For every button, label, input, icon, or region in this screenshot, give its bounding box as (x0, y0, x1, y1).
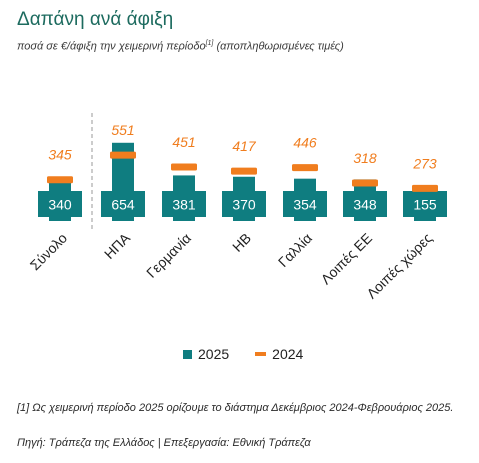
category-label: Γερμανία (143, 230, 194, 281)
source-note: Πηγή: Τράπεζα της Ελλάδος | Επεξεργασία:… (17, 437, 311, 449)
category-label: Γαλλία (275, 230, 315, 270)
legend-swatch-2024 (255, 352, 267, 356)
marker-2024 (352, 179, 378, 187)
data-label-2025: 654 (111, 197, 135, 213)
legend-label-2024: 2024 (272, 346, 304, 362)
data-label-2024: 446 (293, 135, 317, 151)
data-label-2025: 155 (413, 197, 437, 213)
legend-label-2025: 2025 (198, 346, 230, 362)
subtitle-text: ποσά σε €/άφιξη την χειμερινή περίοδο (17, 40, 206, 53)
data-label-2025: 370 (232, 197, 256, 213)
category-label: Λοιπές ΕΕ (318, 230, 376, 288)
data-label-2025: 340 (48, 197, 72, 213)
marker-2024 (110, 151, 136, 159)
marker-2024 (171, 163, 197, 171)
category-label: Σύνολο (27, 230, 71, 274)
chart-subtitle: ποσά σε €/άφιξη την χειμερινή περίοδο[1]… (17, 40, 344, 53)
bar-2025-value-box (403, 191, 447, 217)
data-label-2024: 551 (111, 122, 134, 138)
bar-2025-value-box (222, 191, 266, 217)
bar-2025-value-box (101, 191, 145, 217)
chart-legend: 2025 2024 (183, 346, 303, 362)
data-label-2024: 451 (172, 134, 195, 150)
marker-2024 (47, 176, 73, 184)
data-label-2025: 381 (172, 197, 196, 213)
marker-2024 (412, 184, 438, 192)
legend-swatch-2025 (183, 349, 192, 359)
bar-2025-value-box (343, 191, 387, 217)
legend-item-2024: 2024 (255, 346, 303, 362)
marker-2024 (292, 164, 318, 172)
footnote: [1] Ως χειμερινή περίοδο 2025 ορίζουμε τ… (17, 402, 454, 414)
data-label-2024: 318 (353, 150, 377, 166)
bar-2025-value-box (162, 191, 206, 217)
data-label-2024: 345 (48, 147, 72, 163)
subtitle-note: (αποπληθωρισμένες τιμές) (216, 40, 344, 53)
data-label-2024: 273 (412, 155, 437, 171)
bar-2025-value-box (38, 191, 82, 217)
chart-title: Δαπάνη ανά άφιξη (17, 9, 174, 30)
subtitle-footnote-ref: [1] (205, 40, 214, 47)
bar-2025-value-box (283, 191, 327, 217)
data-label-2025: 354 (293, 197, 317, 213)
category-label: ΗΒ (229, 230, 254, 255)
category-label: ΗΠΑ (101, 229, 134, 262)
marker-2024 (231, 167, 257, 175)
data-label-2024: 417 (232, 138, 257, 154)
legend-item-2025: 2025 (183, 346, 229, 362)
bar-chart: 340 345 Σύνολο 654 551 ΗΠΑ 381 451 Γερμανία 370 41… (27, 113, 447, 302)
data-label-2025: 348 (353, 197, 377, 213)
